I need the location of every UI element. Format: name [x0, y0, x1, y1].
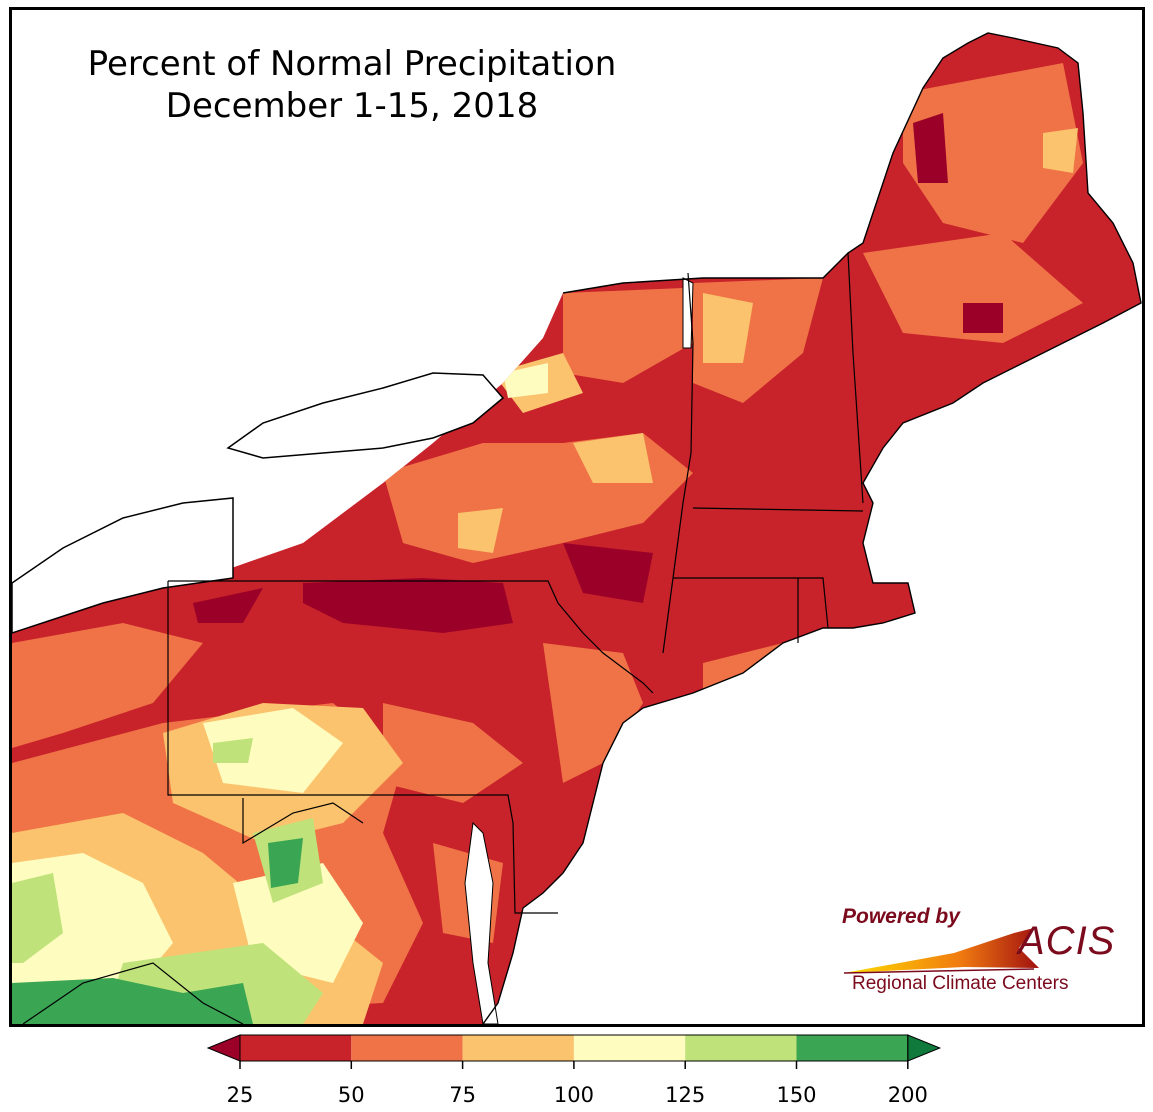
lake-ontario — [226, 372, 505, 459]
colorbar-tick-label: 25 — [226, 1083, 254, 1107]
colorbar — [206, 1034, 942, 1069]
colorbar-tick-label: 200 — [887, 1083, 928, 1107]
colorbar-tick-label: 125 — [665, 1083, 706, 1107]
colorbar-bin — [351, 1035, 463, 1061]
colorbar-bin — [796, 1035, 908, 1061]
lake-champlain — [682, 277, 694, 349]
colorbar-bin — [685, 1035, 797, 1061]
colorbar-tick-label: 50 — [337, 1083, 365, 1107]
acis-swoosh-icon — [843, 928, 1039, 974]
colorbar-legend: 25 50 75 100 125 150 200 — [200, 1032, 950, 1112]
logo-powered-by: Powered by — [842, 905, 960, 928]
map-frame: Percent of Normal Precipitation December… — [9, 7, 1145, 1027]
precipitation-map — [12, 32, 1142, 1024]
colorbar-tick-label: 150 — [776, 1083, 817, 1107]
acis-logo: Powered by ACIS Regional Climate Centers — [834, 903, 1134, 1003]
colorbar-tick-label: 100 — [553, 1083, 594, 1107]
lake-erie — [12, 497, 234, 634]
title-line-2: December 1-15, 2018 — [165, 86, 539, 126]
colorbar-tick-label: 75 — [449, 1083, 476, 1107]
colorbar-over-arrow — [907, 1034, 942, 1062]
logo-acis: ACIS — [1018, 919, 1116, 963]
title-line-1: Percent of Normal Precipitation — [87, 44, 617, 84]
colorbar-bin — [240, 1035, 352, 1061]
map-title: Percent of Normal Precipitation December… — [52, 43, 652, 127]
logo-subtitle: Regional Climate Centers — [852, 973, 1069, 994]
chesapeake-bay — [464, 821, 499, 1024]
colorbar-bin — [573, 1035, 686, 1061]
colorbar-bin — [462, 1035, 574, 1061]
colorbar-under-arrow — [206, 1034, 241, 1062]
